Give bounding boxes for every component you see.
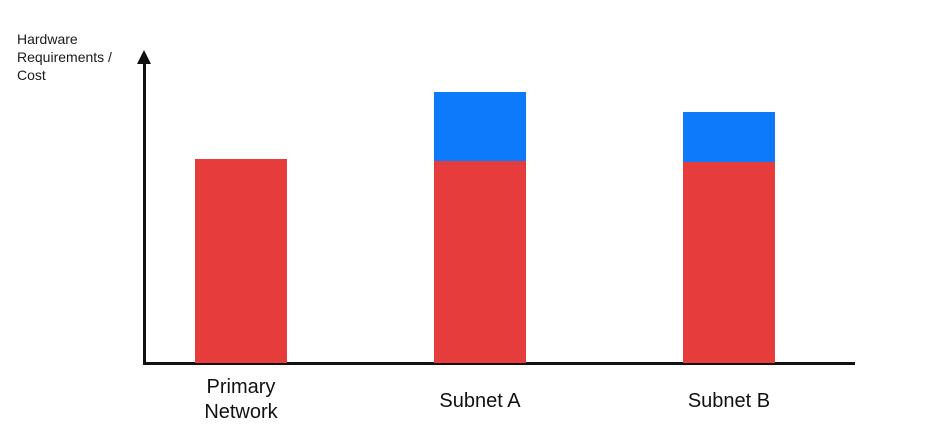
x-tick-label-subnet-b: Subnet B [687, 390, 771, 412]
bar-subnet-a [434, 92, 526, 363]
bar-blue-segment [434, 92, 526, 161]
x-axis [143, 362, 855, 365]
bar-red-segment [434, 161, 526, 363]
bar-subnet-b [683, 112, 775, 363]
y-axis [143, 60, 146, 363]
x-tick-label-primary-network: Primary Network [204, 376, 278, 423]
bar-red-segment [195, 159, 287, 363]
y-axis-arrowhead-icon [137, 50, 151, 64]
bar-blue-segment [683, 112, 775, 162]
bar-primary-network [195, 159, 287, 363]
y-axis-label: Hardware Requirements / Cost [17, 31, 112, 83]
bar-red-segment [683, 162, 775, 363]
x-tick-label-subnet-a: Subnet A [439, 390, 521, 412]
